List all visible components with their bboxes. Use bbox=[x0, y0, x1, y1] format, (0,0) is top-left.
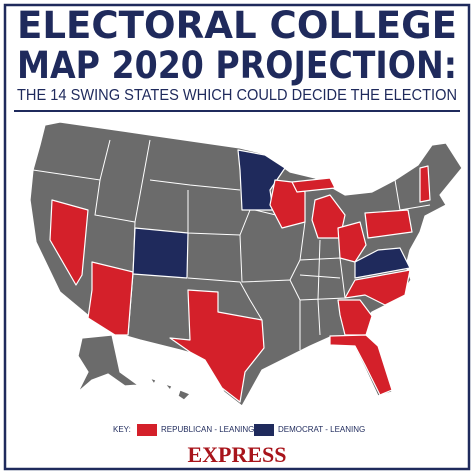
subtitle: THE 14 SWING STATES WHICH COULD DECIDE T… bbox=[17, 87, 457, 104]
frame bbox=[3, 3, 471, 471]
hawaii bbox=[177, 389, 191, 401]
key-label: KEY: bbox=[113, 425, 131, 434]
swing-state bbox=[364, 209, 413, 239]
swing-state bbox=[169, 289, 265, 403]
key-swatch bbox=[254, 424, 274, 436]
swing-state bbox=[354, 247, 411, 279]
swing-state bbox=[329, 334, 393, 396]
key-item: REPUBLICAN - LEANING bbox=[161, 425, 254, 434]
state-borders bbox=[32, 139, 431, 350]
hawaii bbox=[149, 377, 157, 385]
swing-state bbox=[337, 221, 367, 263]
map bbox=[29, 121, 463, 407]
hawaii bbox=[164, 383, 173, 391]
swing-state bbox=[344, 269, 411, 306]
key: KEY: REPUBLICAN - LEANING DEMOCRAT - LEA… bbox=[113, 424, 365, 436]
swing-state bbox=[132, 227, 189, 279]
key-swatch bbox=[137, 424, 157, 436]
swing-state bbox=[419, 165, 431, 203]
title-line: ELECTORAL COLLEGE bbox=[17, 4, 457, 47]
swing-state bbox=[291, 177, 336, 193]
swing-state bbox=[49, 199, 89, 286]
logo: EXPRESS bbox=[187, 442, 286, 467]
key-item: DEMOCRAT - LEANING bbox=[278, 425, 365, 434]
alaska bbox=[77, 334, 139, 393]
title-line: MAP 2020 PROJECTION: bbox=[17, 44, 457, 87]
